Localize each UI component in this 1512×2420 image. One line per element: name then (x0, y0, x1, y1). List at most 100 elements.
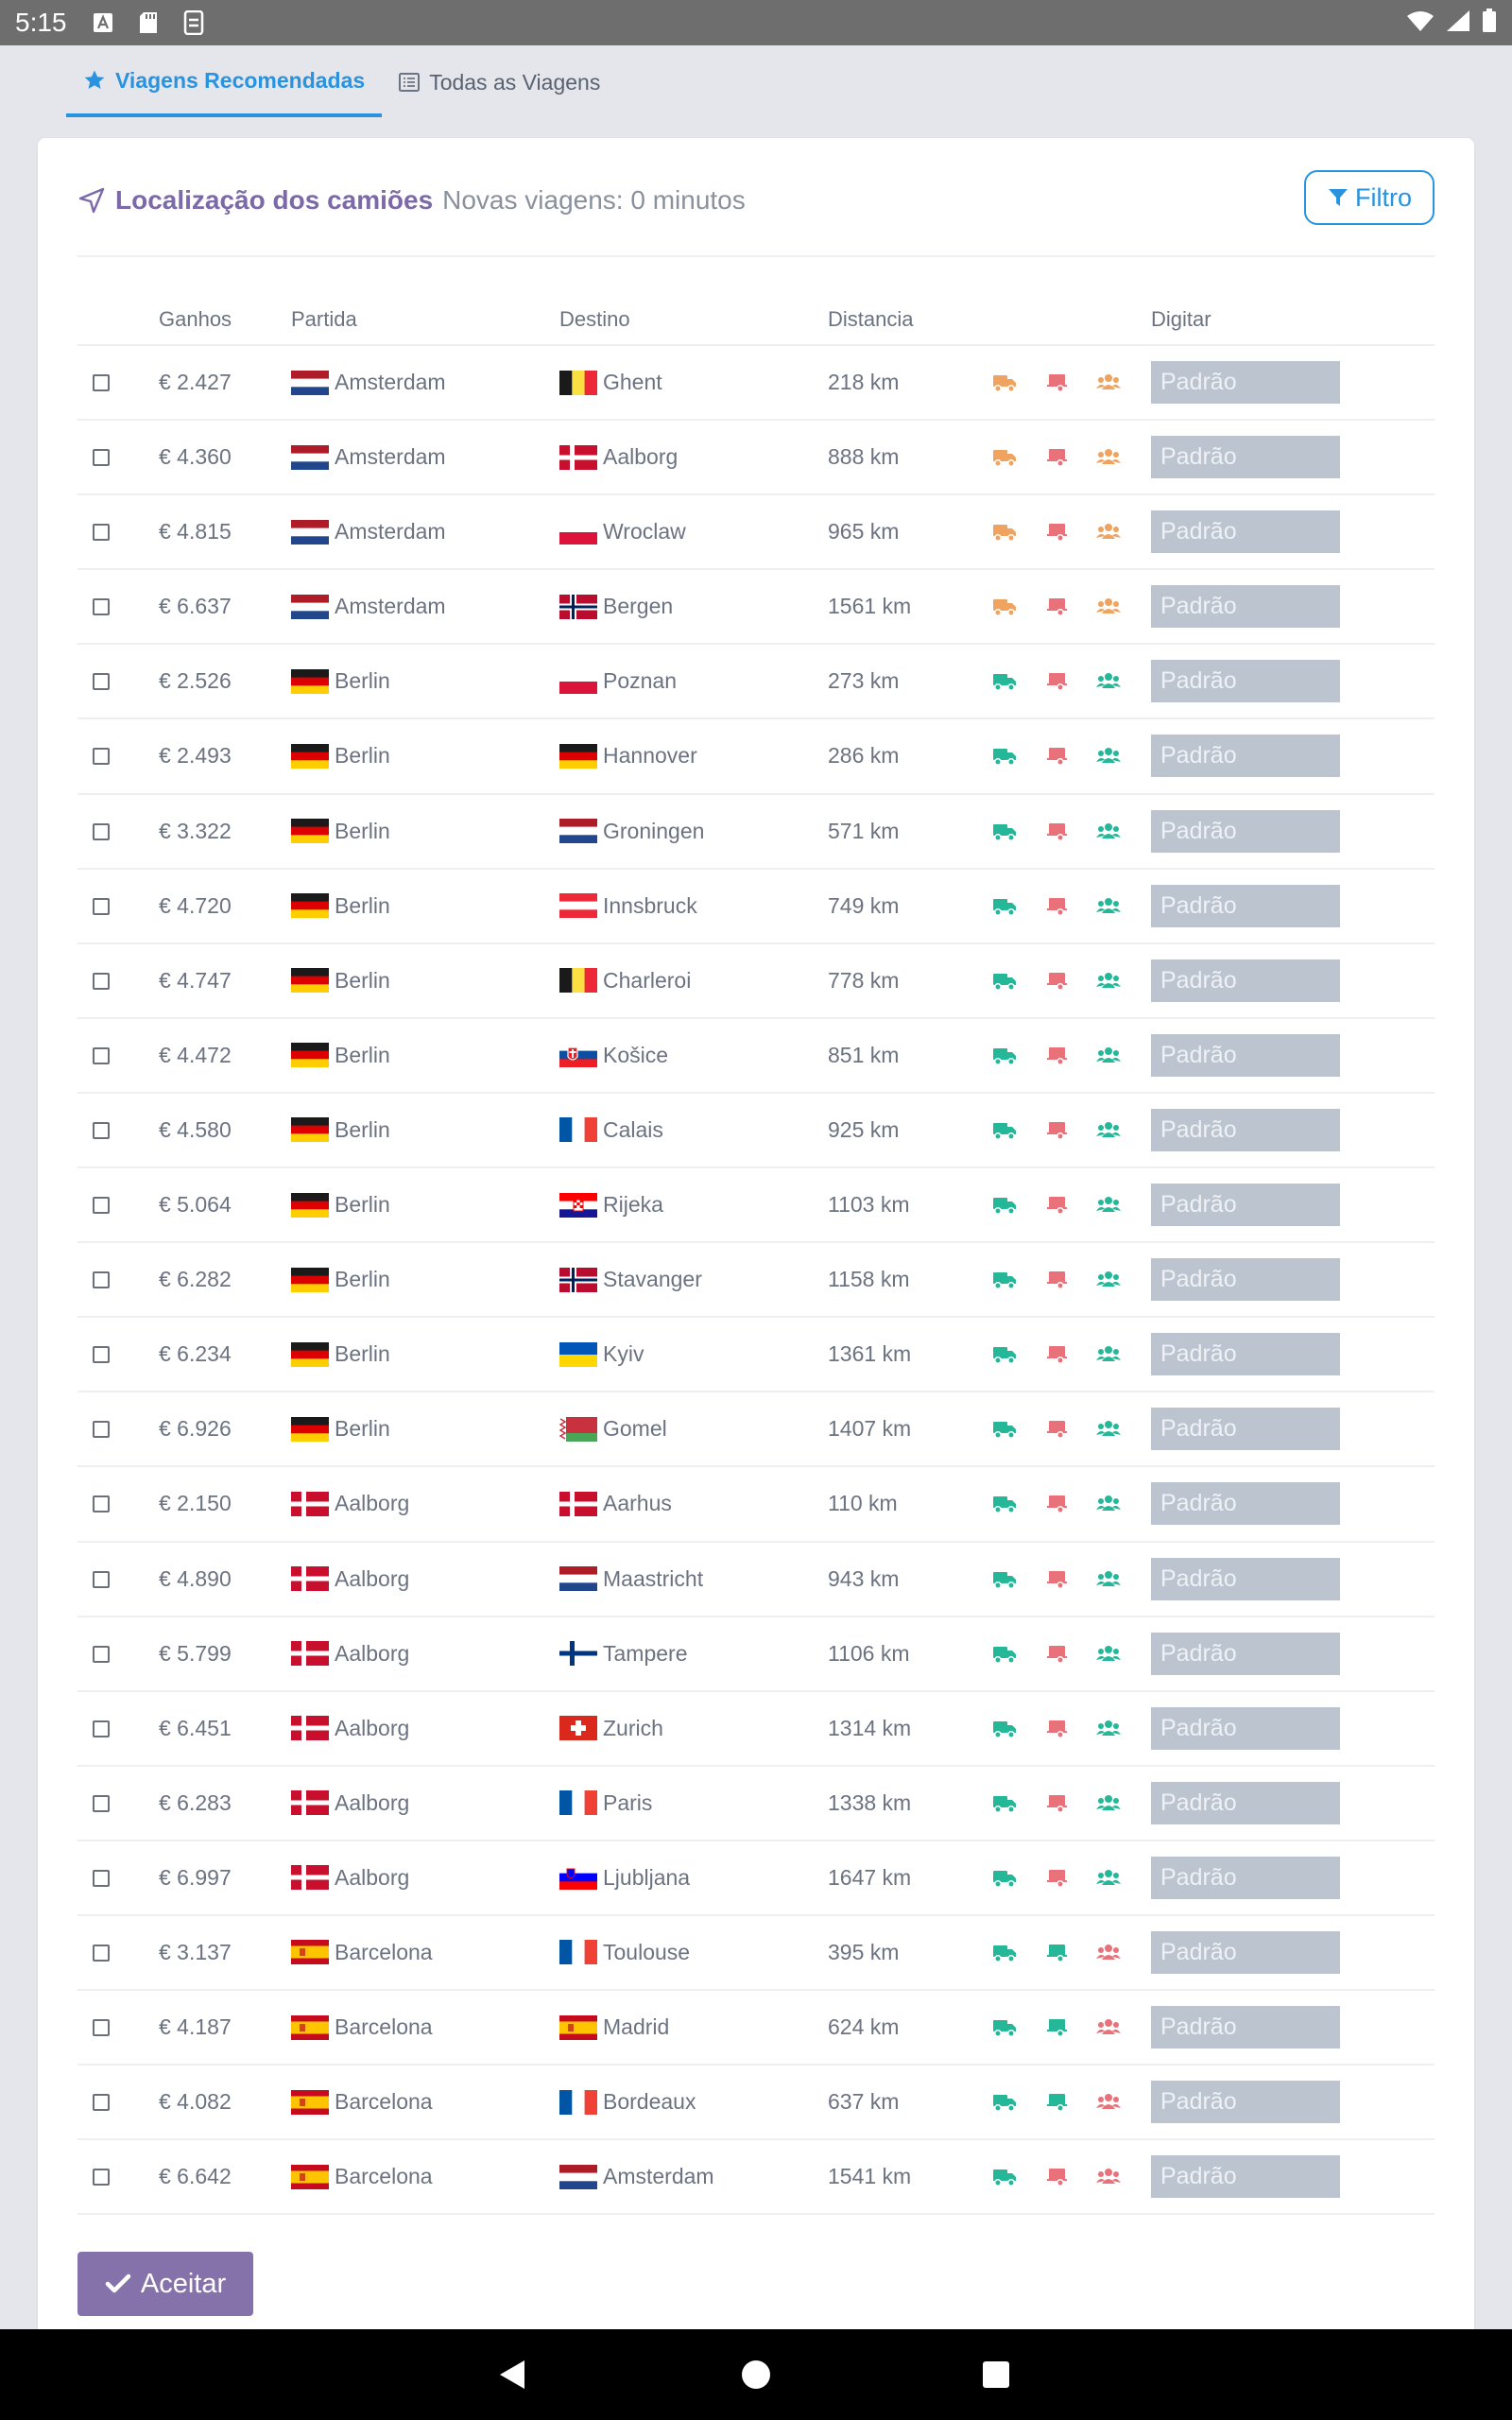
row-checkbox[interactable] (93, 2169, 110, 2187)
table-row[interactable]: € 6.234 Berlin Kyiv 1361 km Padrão (77, 1318, 1435, 1393)
table-row[interactable]: € 4.360 Amsterdam Aalborg 888 km Padrão (77, 421, 1435, 496)
origin-city: Aalborg (335, 1715, 410, 1740)
table-row[interactable]: € 2.150 Aalborg Aarhus 110 km Padrão (77, 1467, 1435, 1543)
table-row[interactable]: € 4.187 Barcelona Madrid 624 km Padrão (77, 1991, 1435, 2066)
type-select[interactable]: Padrão (1151, 1632, 1340, 1675)
row-checkbox[interactable] (93, 1794, 110, 1812)
accept-button[interactable]: Aceitar (77, 2252, 253, 2316)
filter-button[interactable]: Filtro (1304, 170, 1435, 225)
table-row[interactable]: € 4.580 Berlin Calais 925 km Padrão (77, 1094, 1435, 1169)
type-select[interactable]: Padrão (1151, 959, 1340, 1002)
row-checkbox[interactable] (93, 2019, 110, 2037)
row-checkbox[interactable] (93, 1121, 110, 1139)
row-checkbox[interactable] (93, 598, 110, 616)
type-select[interactable]: Padrão (1151, 585, 1340, 629)
table-row[interactable]: € 3.322 Berlin Groningen 571 km Padrão (77, 795, 1435, 870)
drivers-icon (1096, 971, 1121, 992)
type-select[interactable]: Padrão (1151, 2155, 1340, 2199)
row-checkbox[interactable] (93, 1197, 110, 1215)
row-checkbox[interactable] (93, 449, 110, 467)
row-checkbox[interactable] (93, 748, 110, 766)
origin-city: Aalborg (335, 1789, 410, 1815)
table-row[interactable]: € 6.451 Aalborg Zurich 1314 km Padrão (77, 1692, 1435, 1767)
earnings-cell: € 5.064 (159, 1192, 232, 1218)
table-row[interactable]: € 5.064 Berlin Rijeka 1103 km Padrão (77, 1168, 1435, 1244)
type-select[interactable]: Padrão (1151, 1482, 1340, 1526)
type-select[interactable]: Padrão (1151, 2006, 1340, 2049)
destination-cell: Madrid (559, 1991, 669, 2064)
type-select[interactable]: Padrão (1151, 660, 1340, 703)
table-row[interactable]: € 6.637 Amsterdam Bergen 1561 km Padrão (77, 570, 1435, 646)
accept-label: Aceitar (140, 2268, 227, 2299)
table-row[interactable]: € 3.137 Barcelona Toulouse 395 km Padrão (77, 1916, 1435, 1992)
table-row[interactable]: € 4.720 Berlin Innsbruck 749 km Padrão (77, 870, 1435, 944)
table-row[interactable]: € 6.926 Berlin Gomel 1407 km Padrão (77, 1392, 1435, 1468)
home-button[interactable] (735, 2354, 777, 2395)
type-select[interactable]: Padrão (1151, 1856, 1340, 1899)
destination-city: Zurich (603, 1715, 663, 1740)
type-select[interactable]: Padrão (1151, 1258, 1340, 1302)
type-select[interactable]: Padrão (1151, 884, 1340, 927)
type-select[interactable]: Padrão (1151, 436, 1340, 479)
table-row[interactable]: € 4.815 Amsterdam Wroclaw 965 km Padrão (77, 495, 1435, 571)
row-checkbox[interactable] (93, 374, 110, 391)
table-row[interactable]: € 4.747 Berlin Charleroi 778 km Padrão (77, 944, 1435, 1019)
row-checkbox[interactable] (93, 1421, 110, 1439)
row-checkbox[interactable] (93, 1645, 110, 1663)
table-row[interactable]: € 6.997 Aalborg Ljubljana 1647 km Padrão (77, 1841, 1435, 1916)
row-checkbox[interactable] (93, 673, 110, 691)
table-row[interactable]: € 6.642 Barcelona Amsterdam 1541 km Padr… (77, 2140, 1435, 2216)
type-select[interactable]: Padrão (1151, 1033, 1340, 1077)
truck-icon (992, 1046, 1017, 1066)
destination-cell: Hannover (559, 719, 697, 792)
row-checkbox[interactable] (93, 822, 110, 840)
row-checkbox[interactable] (93, 1869, 110, 1887)
type-select[interactable]: Padrão (1151, 2081, 1340, 2124)
type-select[interactable]: Padrão (1151, 1184, 1340, 1227)
dk-flag-icon (291, 1716, 329, 1741)
drivers-icon (1096, 671, 1121, 692)
table-row[interactable]: € 4.890 Aalborg Maastricht 943 km Padrão (77, 1543, 1435, 1617)
back-button[interactable] (491, 2354, 533, 2395)
type-select[interactable]: Padrão (1151, 1408, 1340, 1451)
destination-city: Rijeka (603, 1192, 663, 1218)
table-row[interactable]: € 4.472 Berlin Košice 851 km Padrão (77, 1019, 1435, 1094)
type-select[interactable]: Padrão (1151, 1930, 1340, 1974)
type-select[interactable]: Padrão (1151, 1557, 1340, 1600)
type-select[interactable]: Padrão (1151, 1781, 1340, 1824)
table-row[interactable]: € 6.282 Berlin Stavanger 1158 km Padrão (77, 1243, 1435, 1319)
recents-button[interactable] (975, 2354, 1017, 2395)
truck-icon (992, 1120, 1017, 1141)
type-select[interactable]: Padrão (1151, 1706, 1340, 1750)
row-checkbox[interactable] (93, 1720, 110, 1737)
row-checkbox[interactable] (93, 1271, 110, 1289)
tab-recommended[interactable]: Viagens Recomendadas (66, 47, 383, 117)
type-select[interactable]: Padrão (1151, 1108, 1340, 1151)
table-row[interactable]: € 2.493 Berlin Hannover 286 km Padrão (77, 719, 1435, 795)
row-checkbox[interactable] (93, 972, 110, 990)
row-checkbox[interactable] (93, 1944, 110, 1962)
type-select[interactable]: Padrão (1151, 1333, 1340, 1376)
earnings-cell: € 6.926 (159, 1416, 232, 1442)
pl-flag-icon (559, 668, 597, 694)
type-select[interactable]: Padrão (1151, 809, 1340, 853)
tab-all-trips[interactable]: Todas as Viagens (382, 47, 617, 117)
drivers-icon (1096, 1793, 1121, 1814)
type-select[interactable]: Padrão (1151, 735, 1340, 778)
row-checkbox[interactable] (93, 2094, 110, 2112)
table-row[interactable]: € 2.427 Amsterdam Ghent 218 km Padrão (77, 346, 1435, 422)
row-checkbox[interactable] (93, 1346, 110, 1364)
table-row[interactable]: € 5.799 Aalborg Tampere 1106 km Padrão (77, 1617, 1435, 1692)
row-checkbox[interactable] (93, 1495, 110, 1513)
table-row[interactable]: € 6.283 Aalborg Paris 1338 km Padrão (77, 1767, 1435, 1841)
type-select[interactable]: Padrão (1151, 510, 1340, 554)
row-checkbox[interactable] (93, 1570, 110, 1588)
row-checkbox[interactable] (93, 524, 110, 542)
drivers-icon (1096, 821, 1121, 842)
table-row[interactable]: € 4.082 Barcelona Bordeaux 637 km Padrão (77, 2066, 1435, 2141)
table-row[interactable]: € 2.526 Berlin Poznan 273 km Padrão (77, 645, 1435, 720)
destination-cell: Ljubljana (559, 1841, 690, 1914)
type-select[interactable]: Padrão (1151, 361, 1340, 404)
row-checkbox[interactable] (93, 897, 110, 915)
row-checkbox[interactable] (93, 1046, 110, 1064)
